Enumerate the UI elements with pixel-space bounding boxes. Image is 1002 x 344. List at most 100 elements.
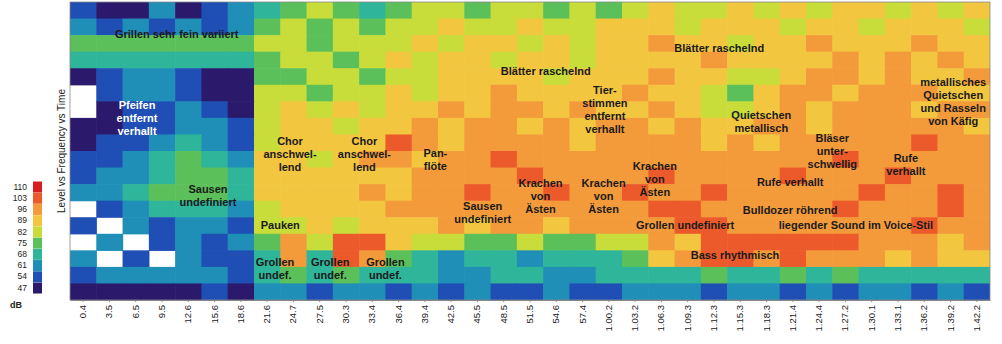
cell: [280, 234, 307, 251]
cell: [359, 19, 386, 36]
cell: [859, 35, 886, 52]
cell: [201, 250, 228, 267]
x-tick: 0.4: [77, 300, 88, 318]
cell: [333, 184, 360, 201]
annotation: KrachenvonÄsten: [518, 177, 562, 215]
cell: [832, 35, 859, 52]
cell: [70, 35, 97, 52]
cell: [937, 19, 964, 36]
cell: [412, 283, 439, 300]
cell: [701, 52, 728, 69]
annotation-line: verhallt: [585, 123, 624, 135]
cell: [569, 134, 596, 151]
cell: [464, 52, 491, 69]
colorbar-swatch: [33, 204, 42, 215]
cell: [596, 52, 623, 69]
cell: [832, 283, 859, 300]
cell: [937, 250, 964, 267]
x-tick-mark: [635, 300, 636, 302]
cell: [464, 68, 491, 85]
annotation: Grollenundef.: [311, 256, 350, 281]
cell: [412, 118, 439, 135]
cell: [175, 217, 202, 234]
cell: [70, 151, 97, 168]
colorbar-tick-label: 110: [13, 182, 27, 192]
cell: [307, 184, 334, 201]
cell: [96, 234, 123, 251]
cell: [438, 283, 465, 300]
cell: [543, 283, 570, 300]
cell: [201, 85, 228, 102]
cell: [123, 267, 150, 284]
cell: [885, 35, 912, 52]
x-tick-label: 45.5: [471, 305, 482, 324]
cell: [675, 2, 702, 19]
cell: [228, 217, 255, 234]
cell: [333, 2, 360, 19]
x-tick: 54.6: [550, 300, 561, 324]
cell: [622, 118, 649, 135]
annotation-line: verhallt: [886, 165, 925, 177]
annotation-line: von: [531, 190, 551, 202]
cell: [385, 35, 412, 52]
colorbar-swatch: [33, 193, 42, 204]
annotation-line: von Käfig: [928, 115, 978, 127]
cell: [622, 35, 649, 52]
cell: [70, 2, 97, 19]
cell: [753, 19, 780, 36]
cell: [675, 151, 702, 168]
cell: [228, 168, 255, 185]
cell: [412, 2, 439, 19]
cell: [385, 19, 412, 36]
x-tick-mark: [608, 300, 609, 302]
x-tick: 1.24.4: [813, 300, 824, 331]
x-tick-label: 1.06.3: [655, 305, 666, 331]
cell: [622, 267, 649, 284]
cell: [648, 2, 675, 19]
annotation-line: von: [594, 190, 614, 202]
cell: [438, 234, 465, 251]
cell: [832, 19, 859, 36]
cell: [491, 168, 518, 185]
cell: [254, 168, 281, 185]
cell: [517, 151, 544, 168]
cell: [201, 234, 228, 251]
cell: [911, 35, 938, 52]
cell: [280, 201, 307, 218]
cell: [543, 267, 570, 284]
annotation: Grollen undefiniert: [636, 219, 735, 231]
annotation-line: Grollen undefiniert: [636, 219, 735, 231]
x-tick-mark: [398, 300, 399, 302]
cell: [859, 19, 886, 36]
annotation-line: Quietschen: [731, 109, 791, 121]
cell: [491, 250, 518, 267]
cell: [175, 134, 202, 151]
cell: [70, 283, 97, 300]
cell: [780, 234, 807, 251]
x-tick-mark: [661, 300, 662, 302]
annotation: Grillen sehr fein variiert: [115, 28, 239, 40]
annotation-line: entfernt: [584, 110, 625, 122]
annotation-line: undef.: [369, 269, 402, 281]
x-tick-label: 1.09.3: [682, 305, 693, 331]
cell: [333, 217, 360, 234]
cell: [885, 283, 912, 300]
cell: [307, 168, 334, 185]
cell: [543, 101, 570, 118]
cell: [175, 85, 202, 102]
x-tick: 12.6: [182, 300, 193, 324]
x-tick-label: 1.39.2: [945, 305, 956, 331]
cell: [70, 52, 97, 69]
cell: [149, 184, 176, 201]
cell: [385, 201, 412, 218]
cell: [123, 151, 150, 168]
annotation-line: Grollen: [311, 256, 350, 268]
cell: [964, 2, 990, 19]
cell: [412, 250, 439, 267]
cell: [964, 35, 990, 52]
cell: [280, 68, 307, 85]
colorbar-swatch: [33, 249, 42, 260]
annotation-line: Blätter raschelnd: [501, 65, 591, 77]
x-tick-label: 1.36.2: [918, 305, 929, 331]
x-tick: 6.5: [130, 300, 141, 318]
